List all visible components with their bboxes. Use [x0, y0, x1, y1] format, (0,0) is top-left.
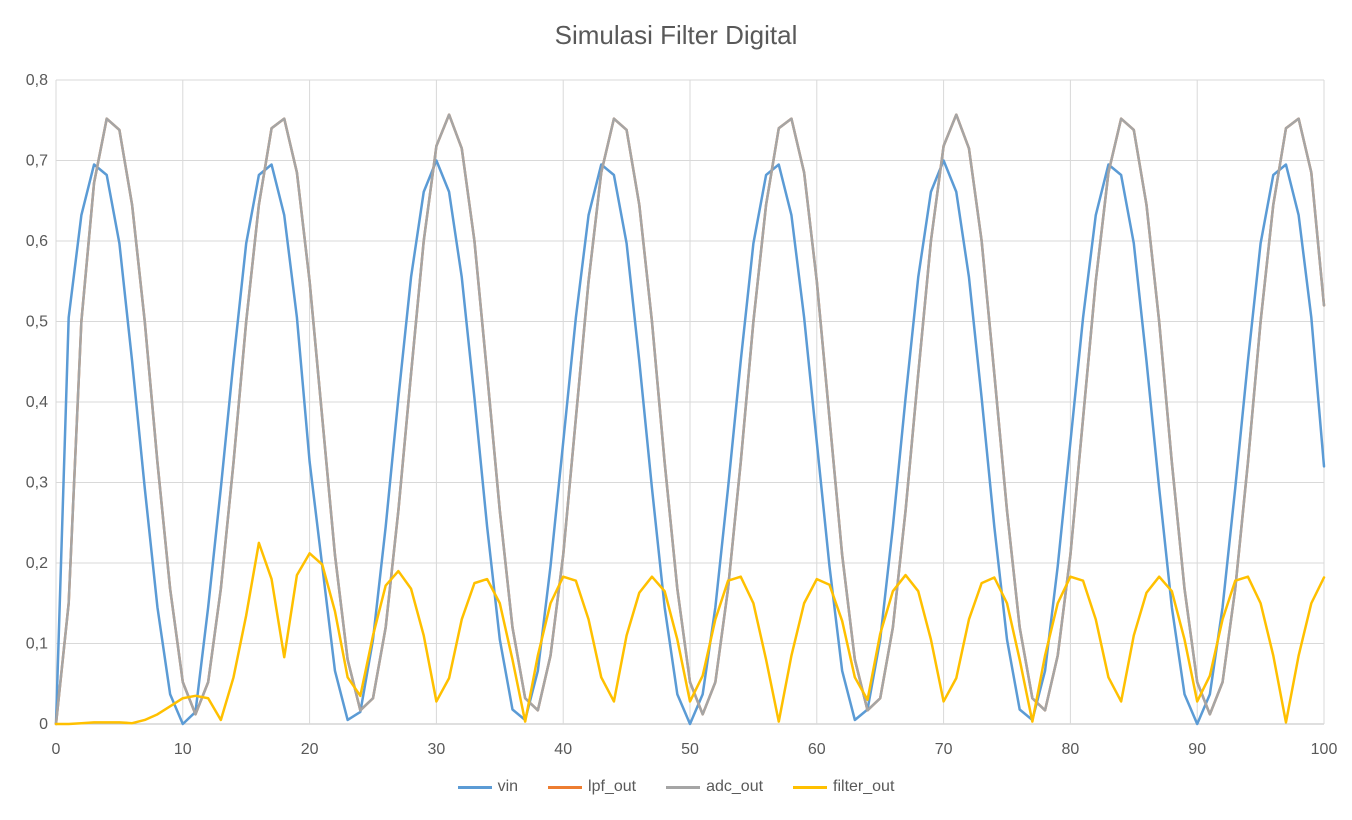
legend-label: vin: [497, 778, 519, 795]
y-tick-label: 0: [39, 716, 48, 733]
chart-title: Simulasi Filter Digital: [554, 20, 798, 50]
x-tick-label: 50: [681, 741, 699, 758]
y-tick-label: 0,5: [26, 314, 48, 331]
legend-entry-filter_out: filter_out: [793, 778, 894, 796]
legend-entry-adc_out: adc_out: [666, 778, 763, 796]
legend-swatch: [548, 785, 583, 789]
y-tick-label: 0,4: [26, 394, 48, 411]
legend: vin lpf_out adc_out filter_out: [0, 778, 1352, 796]
series-line-adc_out: [54, 113, 1326, 726]
legend-label: adc_out: [706, 778, 764, 795]
x-tick-label: 70: [935, 741, 953, 758]
y-tick-label: 0,7: [26, 153, 48, 170]
y-tick-label: 0,3: [26, 475, 48, 492]
legend-swatch: [666, 785, 701, 789]
y-tick-label: 0,1: [26, 636, 48, 653]
x-tick-label: 90: [1188, 741, 1206, 758]
legend-label: filter_out: [833, 778, 895, 795]
x-tick-label: 60: [808, 741, 826, 758]
y-tick-label: 0,2: [26, 555, 48, 572]
plot-area: 0 0,1 0,2 0,3 0,4 0,5 0,6 0,7 0,8 0 10 20 30 40 50 60 70…: [26, 72, 1338, 758]
legend-swatch: [793, 785, 828, 789]
x-tick-label: 30: [428, 741, 446, 758]
y-tick-label: 0,8: [26, 72, 48, 89]
x-tick-label: 20: [301, 741, 319, 758]
series-line-filter_out: [54, 541, 1326, 726]
x-tick-label: 40: [554, 741, 572, 758]
legend-entry-vin: vin: [457, 778, 519, 796]
x-tick-label: 10: [174, 741, 192, 758]
x-tick-label: 100: [1311, 741, 1338, 758]
legend-entry-lpf_out: lpf_out: [548, 778, 636, 796]
x-tick-label: 0: [52, 741, 61, 758]
legend-label: lpf_out: [588, 778, 637, 795]
series-line-vin: [54, 159, 1326, 726]
x-tick-label: 80: [1062, 741, 1080, 758]
legend-swatch: [457, 785, 492, 789]
y-tick-label: 0,6: [26, 233, 48, 250]
